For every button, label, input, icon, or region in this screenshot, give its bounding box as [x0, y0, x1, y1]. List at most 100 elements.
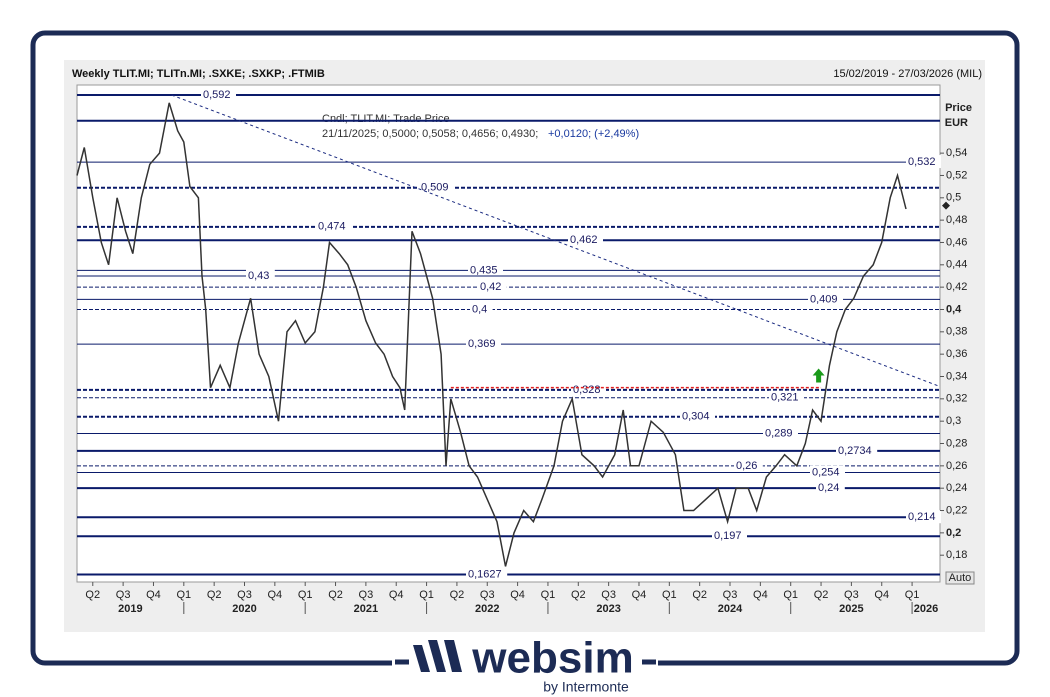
date-range: 15/02/2019 - 27/03/2026 (MIL) [833, 68, 982, 80]
x-tick-label: Q1 [905, 589, 920, 601]
level-label: 0,462 [570, 234, 598, 246]
x-tick-label: Q3 [723, 589, 738, 601]
y-tick-label: 0,5 [946, 192, 961, 204]
plot-area [76, 84, 941, 583]
x-tick-label: Q1 [298, 589, 313, 601]
level-label-bg [468, 263, 503, 277]
x-tick-label: Q1 [662, 589, 677, 601]
y-tick-label: 0,44 [946, 259, 967, 271]
level-label-bg [906, 510, 941, 524]
auto-button[interactable] [945, 571, 975, 585]
level-label-bg [466, 567, 508, 581]
level-label: 0,369 [468, 338, 496, 350]
level-label-bg [763, 426, 798, 440]
x-tick-label: Q4 [146, 589, 161, 601]
axis-unit: EUR [945, 117, 968, 129]
x-tick-label: Q2 [692, 589, 707, 601]
x-tick-label: Q3 [237, 589, 252, 601]
x-tick-label: Q4 [632, 589, 647, 601]
y-tick-label: 0,4 [946, 303, 962, 315]
year-label: 2019 [118, 603, 142, 615]
x-tick-label: Q3 [844, 589, 859, 601]
level-label-bg [571, 382, 606, 396]
level-label-bg [906, 155, 941, 169]
x-tick-label: Q4 [389, 589, 404, 601]
x-tick-label: Q1 [783, 589, 798, 601]
level-label-bg [680, 409, 715, 423]
trendline [171, 94, 941, 388]
y-tick-label: 0,18 [946, 549, 967, 561]
level-label: 0,24 [818, 482, 839, 494]
year-label: 2025 [839, 603, 863, 615]
y-tick-label: 0,28 [946, 437, 967, 449]
level-label: 0,532 [908, 156, 936, 168]
level-label: 0,409 [810, 293, 838, 305]
y-tick-label: 0,34 [946, 370, 967, 382]
level-label-bg [836, 443, 878, 457]
level-label-bg [419, 180, 454, 194]
x-tick-label: Q3 [116, 589, 131, 601]
x-tick-label: Q2 [85, 589, 100, 601]
price-line [76, 102, 907, 567]
x-tick-label: Q2 [571, 589, 586, 601]
level-label: 0,509 [421, 182, 449, 194]
x-tick-label: Q3 [601, 589, 616, 601]
level-label: 0,1627 [468, 568, 502, 580]
y-tick-label: 0,26 [946, 460, 967, 472]
level-label-bg [470, 302, 493, 316]
level-label: 0,197 [714, 530, 742, 542]
x-tick-label: Q4 [753, 589, 768, 601]
year-label: 2026 [914, 603, 938, 615]
level-label: 0,42 [480, 281, 501, 293]
logo: websim by Intermonte [395, 634, 656, 695]
x-tick-label: Q2 [328, 589, 343, 601]
level-label-bg [201, 88, 236, 102]
brand: websim [471, 634, 633, 683]
info-change: +0,0120; (+2,49%) [548, 128, 639, 140]
x-tick-label: Q2 [814, 589, 829, 601]
level-label-bg [316, 219, 351, 233]
y-tick-label: 0,3 [946, 415, 961, 427]
level-label: 0,592 [203, 89, 231, 101]
y-tick-label: 0,22 [946, 504, 967, 516]
y-tick-label: 0,52 [946, 169, 967, 181]
level-label: 0,474 [318, 221, 346, 233]
y-tick-label: 0,46 [946, 236, 967, 248]
chart-title: Weekly TLIT.MI; TLITn.MI; .SXKE; .SXKP; … [72, 68, 325, 80]
level-label: 0,43 [248, 270, 269, 282]
level-label: 0,328 [573, 384, 601, 396]
level-label-bg [466, 337, 501, 351]
x-tick-label: Q2 [450, 589, 465, 601]
level-label-bg [478, 280, 507, 294]
x-tick-label: Q4 [510, 589, 525, 601]
level-label: 0,4 [472, 303, 487, 315]
y-tick-label: 0,54 [946, 147, 967, 159]
x-tick-label: Q1 [419, 589, 434, 601]
level-label: 0,214 [908, 511, 936, 523]
y-tick-label: 0,2 [946, 527, 961, 539]
x-tick-label: Q1 [176, 589, 191, 601]
year-label: 2021 [354, 603, 378, 615]
year-label: 2023 [596, 603, 620, 615]
info-line: Cndl; TLIT.MI; Trade Price [322, 113, 450, 125]
y-tick-label: 0,38 [946, 326, 967, 338]
level-label: 0,26 [736, 460, 757, 472]
year-label: 2020 [232, 603, 256, 615]
plot: 0,592 0,532 0,509 0,474 0,462 0,435 0,43 0,42 0,… [76, 88, 941, 581]
last-price-marker [942, 201, 950, 210]
y-tick-label: 0,32 [946, 393, 967, 405]
level-label: 0,254 [812, 466, 840, 478]
level-label: 0,435 [470, 264, 498, 276]
year-label: 2024 [718, 603, 743, 615]
level-label-bg [808, 292, 843, 306]
level-label-bg [816, 481, 845, 495]
level-label: 0,304 [682, 411, 710, 423]
x-tick-label: Q1 [541, 589, 556, 601]
level-label-bg [568, 233, 603, 247]
auto-button-label[interactable]: Auto [949, 572, 972, 584]
signal-arrow [812, 368, 825, 383]
x-tick-label: Q3 [359, 589, 374, 601]
level-label-bg [712, 529, 747, 543]
x-tick-label: Q4 [874, 589, 889, 601]
